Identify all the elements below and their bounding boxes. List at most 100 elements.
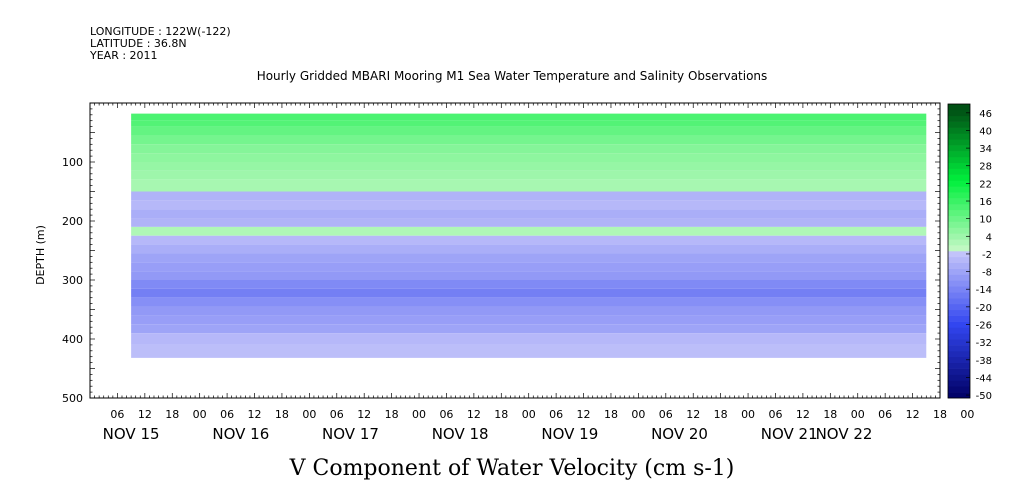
x-date-label: NOV 21 xyxy=(761,425,818,443)
heatmap-band-2 xyxy=(131,126,927,136)
colorbar-frame xyxy=(947,103,971,399)
x-hour-tick-label: 00 xyxy=(851,408,865,421)
x-hour-tick-label: 06 xyxy=(220,408,234,421)
colorbar-swatch xyxy=(948,174,970,181)
heatmap-band-24 xyxy=(131,324,927,334)
colorbar-swatch xyxy=(948,309,970,316)
colorbar-swatch xyxy=(948,298,970,305)
colorbar-tick-label: 22 xyxy=(979,179,992,190)
y-tick-label: 100 xyxy=(62,156,83,169)
colorbar-swatch xyxy=(948,356,970,364)
colorbar-tick-label: -50 xyxy=(976,391,992,402)
colorbar-swatch xyxy=(948,327,970,334)
x-hour-tick-label: 00 xyxy=(412,408,426,421)
y-tick-label: 400 xyxy=(62,333,83,346)
colorbar-swatch xyxy=(948,333,970,340)
longitude-label: LONGITUDE : 122W(-122) xyxy=(90,25,231,38)
x-hour-tick-label: 12 xyxy=(357,408,371,421)
heatmap-band-9 xyxy=(131,191,927,201)
x-hour-tick-label: 00 xyxy=(631,408,645,421)
x-date-label: NOV 16 xyxy=(212,425,269,443)
heatmap-band-22 xyxy=(131,306,927,316)
x-hour-tick-label: 06 xyxy=(549,408,563,421)
x-date-label: NOV 20 xyxy=(651,425,708,443)
colorbar-swatch xyxy=(948,286,970,293)
colorbar-swatch xyxy=(948,392,970,399)
colorbar-swatch xyxy=(948,121,970,128)
colorbar-swatch xyxy=(948,109,970,117)
heatmap-band-12 xyxy=(131,218,927,227)
x-hour-tick-label: 00 xyxy=(522,408,536,421)
x-hour-tick-label: 00 xyxy=(960,408,974,421)
heatmap-band-21 xyxy=(131,297,927,307)
heatmap-band-26 xyxy=(131,344,927,358)
colorbar-tick-label: 34 xyxy=(979,144,992,155)
x-date-label: NOV 22 xyxy=(816,425,873,443)
colorbar-swatch xyxy=(948,362,970,369)
colorbar-swatch xyxy=(948,227,970,234)
colorbar-swatch xyxy=(948,380,970,387)
colorbar-swatch xyxy=(948,374,970,381)
colorbar-tick-label: -8 xyxy=(982,268,992,279)
colorbar-tick-label: 16 xyxy=(979,197,992,208)
x-hour-tick-label: 12 xyxy=(906,408,920,421)
colorbar-swatch xyxy=(948,280,970,287)
x-hour-tick-label: 18 xyxy=(823,408,837,421)
colorbar-tick-label: 4 xyxy=(986,232,992,243)
colorbar-swatch xyxy=(948,256,970,264)
chart-title: Hourly Gridded MBARI Mooring M1 Sea Wate… xyxy=(257,69,768,83)
colorbar-swatch xyxy=(948,239,970,246)
heatmap-band-20 xyxy=(131,288,927,298)
colorbar-tick-label: 46 xyxy=(979,109,992,120)
heatmap-band-7 xyxy=(131,170,927,180)
colorbar-swatch xyxy=(948,321,970,328)
heatmap-band-0 xyxy=(131,113,927,121)
heatmap-band-10 xyxy=(131,200,927,210)
x-hour-tick-label: 18 xyxy=(385,408,399,421)
x-hour-tick-label: 18 xyxy=(275,408,289,421)
x-hour-tick-label: 06 xyxy=(439,408,453,421)
x-hour-tick-label: 18 xyxy=(604,408,618,421)
x-date-label: NOV 15 xyxy=(103,425,160,443)
heatmap-band-8 xyxy=(131,179,927,192)
colorbar-swatch xyxy=(948,245,970,252)
colorbar-swatch xyxy=(948,192,970,199)
x-hour-tick-label: 12 xyxy=(467,408,481,421)
y-tick-label: 300 xyxy=(62,274,83,287)
x-hour-tick-label: 18 xyxy=(494,408,508,421)
x-hour-tick-label: 06 xyxy=(878,408,892,421)
colorbar-tick-label: -44 xyxy=(976,373,992,384)
colorbar-swatch xyxy=(948,339,970,346)
x-hour-tick-label: 06 xyxy=(768,408,782,421)
colorbar-swatch xyxy=(948,133,970,140)
x-axis: 06 12 18 00 06 12 18 00 06 12 18 00 06 12 18 00 06 12 18 00… xyxy=(89,103,974,443)
colorbar-swatch xyxy=(948,151,970,158)
colorbar-swatch xyxy=(948,198,970,205)
x-hour-tick-label: 12 xyxy=(577,408,591,421)
colorbar-tick-label: 40 xyxy=(979,126,992,137)
heatmap-band-15 xyxy=(131,244,927,254)
x-hour-tick-label: 00 xyxy=(302,408,316,421)
colorbar-swatch xyxy=(948,127,970,134)
y-tick-label: 500 xyxy=(62,392,83,405)
x-hour-tick-label: 06 xyxy=(659,408,673,421)
heatmap-band-19 xyxy=(131,280,927,289)
colorbar: 46 40 34 28 22 16 10 4 -2 -8 -14 -20 -26 -32 -38 -44 -50 xyxy=(947,103,992,402)
colorbar-swatch xyxy=(948,156,970,164)
plot-area xyxy=(89,102,941,399)
colorbar-swatch xyxy=(948,303,970,311)
colorbar-swatch xyxy=(948,215,970,222)
x-hour-tick-label: 12 xyxy=(686,408,700,421)
heatmap-band-18 xyxy=(131,271,927,280)
heatmap-band-4 xyxy=(131,144,927,154)
latitude-label: LATITUDE : 36.8N xyxy=(90,37,187,50)
colorbar-swatch xyxy=(948,251,970,258)
colorbar-swatch xyxy=(948,180,970,187)
heatmap-band-1 xyxy=(131,120,927,127)
colorbar-swatch xyxy=(948,274,970,281)
y-axis: 100 200 300 400 500 xyxy=(62,102,940,405)
x-hour-tick-label: 18 xyxy=(714,408,728,421)
x-hour-tick-label: 12 xyxy=(796,408,810,421)
heatmap-band-5 xyxy=(131,153,927,162)
colorbar-swatch xyxy=(948,168,970,175)
